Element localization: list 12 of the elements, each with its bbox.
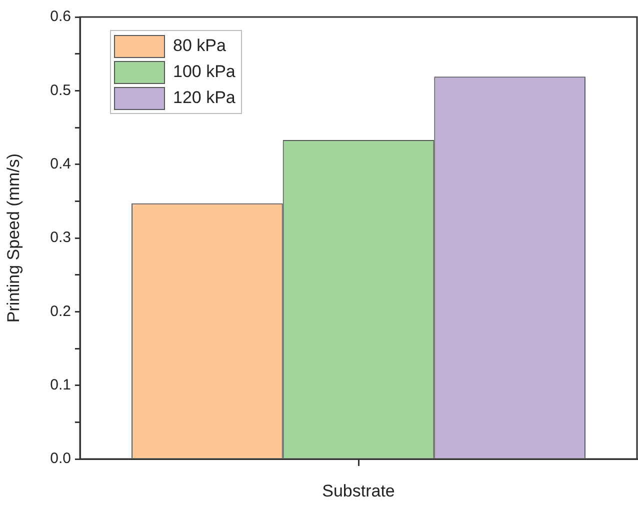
y-tick-label: 0.4	[50, 155, 71, 172]
y-tick-label: 0.5	[50, 82, 71, 99]
y-tick-label: 0.6	[50, 8, 71, 26]
y-tick-label: 0.0	[50, 450, 71, 468]
y-tick-label: 0.2	[50, 302, 71, 320]
legend-label: 80 kPa	[173, 36, 226, 56]
y-tick-label: 0.1	[50, 376, 71, 394]
y-axis-title: Printing Speed (mm/s)	[4, 153, 23, 323]
y-tick-label: 0.3	[50, 229, 71, 246]
legend-label: 100 kPa	[173, 62, 236, 82]
x-axis-title: Substrate	[322, 481, 395, 500]
legend-label: 120 kPa	[173, 88, 236, 108]
